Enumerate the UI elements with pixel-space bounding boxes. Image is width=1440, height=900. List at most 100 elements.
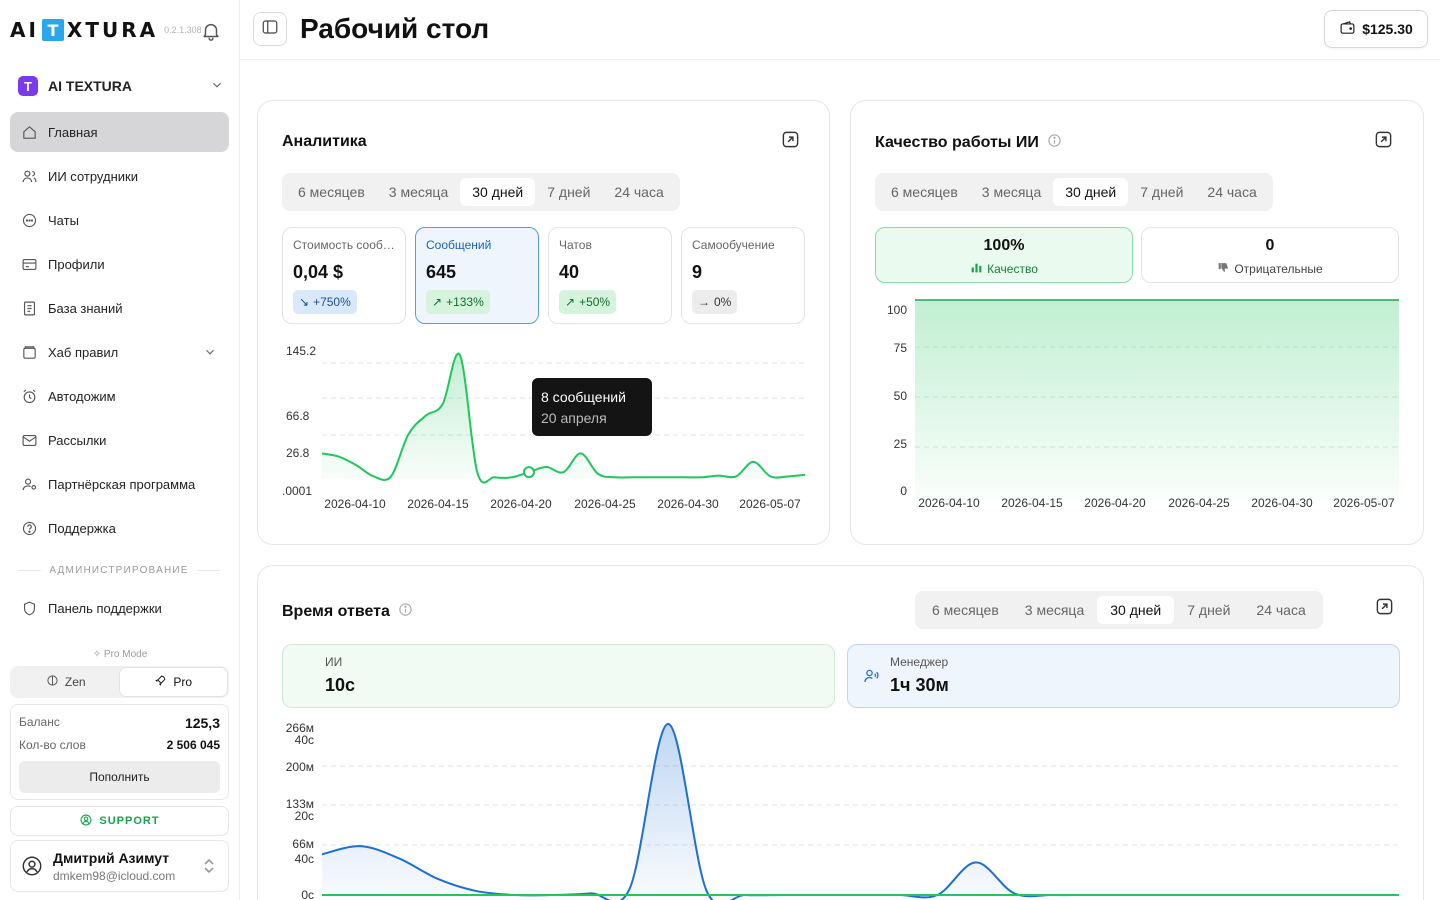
stat-value: 40 — [559, 262, 580, 282]
period-tabs: 6 месяцев 3 месяца 30 дней 7 дней 24 час… — [875, 173, 1273, 211]
workspace-switcher[interactable]: T AI TEXTURA — [18, 76, 224, 96]
pro-mode-label: ✧ Pro Mode — [92, 649, 148, 660]
tab-30-days[interactable]: 30 дней — [1097, 596, 1175, 624]
analytics-title: Аналитика — [282, 133, 367, 150]
tab-7-days[interactable]: 7 дней — [547, 184, 591, 200]
stat-label: Сообщений — [426, 238, 492, 252]
expand-button[interactable] — [1374, 597, 1394, 621]
stat-label: Чатов — [559, 238, 592, 252]
tab-6-months[interactable]: 6 месяцев — [891, 184, 958, 200]
stat-card-chats[interactable]: Чатов 40 ↗ +50% — [548, 227, 672, 324]
stat-card-cost[interactable]: Стоимость сообщений 0,04 $ ↘+750% — [282, 227, 406, 324]
ai-response-value: 10с — [325, 675, 356, 695]
help-icon — [20, 519, 38, 537]
tab-6-months[interactable]: 6 месяцев — [298, 184, 365, 200]
support-button[interactable]: SUPPORT — [10, 806, 229, 836]
expand-icon — [1375, 597, 1394, 621]
manager-response-label: Менеджер — [890, 655, 949, 669]
quality-good-box[interactable]: 100% Качество — [875, 227, 1133, 283]
response-time-chart[interactable]: 266м 200м 133м 66м 0с 40с 20с 40с — [258, 718, 1423, 900]
sidebar-item-label: Главная — [48, 124, 98, 140]
mode-switch: Zen Pro — [10, 666, 229, 698]
info-icon[interactable] — [1047, 133, 1062, 153]
expand-button[interactable] — [780, 131, 800, 152]
user-menu[interactable]: Дмитрий Азимут dmkem98@icloud.com — [10, 840, 229, 892]
quality-value: 100% — [983, 237, 1025, 254]
profile-card-icon — [20, 255, 38, 273]
sidebar-toggle-button[interactable] — [253, 12, 287, 46]
tooltip-value: 8 сообщений — [541, 389, 626, 405]
sidebar-item-rules-hub[interactable]: Хаб правил — [10, 332, 229, 372]
y-tick-label: 25 — [894, 437, 908, 451]
quality-negative-box[interactable]: 0 Отрицательные — [1141, 227, 1399, 283]
tab-7-days[interactable]: 7 дней — [1187, 602, 1231, 618]
app-version: 0.2.1.308 — [164, 25, 202, 35]
tab-7-days[interactable]: 7 дней — [1140, 184, 1184, 200]
messages-chart[interactable]: 145.2 66.8 26.8 .0001 2026-04-10 2026-04-15 20… — [258, 331, 829, 521]
info-icon[interactable] — [398, 602, 413, 622]
x-tick-label: 2026-04-10 — [324, 497, 386, 511]
series-line — [321, 722, 1399, 900]
sidebar-item-partner-program[interactable]: Партнёрская программа — [10, 464, 229, 504]
sidebar-item-ai-employees[interactable]: ИИ сотрудники — [10, 156, 229, 196]
y-tick-label: 75 — [894, 341, 908, 355]
mode-pro-button[interactable]: Pro — [119, 668, 227, 696]
sparkle-icon: ✧ — [92, 649, 104, 660]
brand-wordmark: AI T XTURA — [10, 18, 159, 42]
ai-response-box[interactable]: ИИ 10с — [282, 644, 835, 708]
tab-6-months[interactable]: 6 месяцев — [932, 602, 999, 618]
y-tick-label: 133м — [286, 797, 314, 811]
mail-icon — [20, 431, 38, 449]
stat-card-messages[interactable]: Сообщений 645 ↗ +133% — [415, 227, 539, 324]
sidebar-item-knowledge-base[interactable]: База знаний — [10, 288, 229, 328]
topup-button[interactable]: Пополнить — [19, 761, 220, 793]
bell-icon[interactable] — [200, 20, 222, 42]
leaf-icon — [46, 674, 59, 690]
bar-chart-icon — [970, 261, 983, 277]
quality-card: Качество работы ИИ 6 месяцев 3 месяца 30… — [850, 100, 1424, 545]
tab-3-months[interactable]: 3 месяца — [981, 184, 1042, 200]
y-tick-label: 0 — [900, 484, 907, 498]
period-tabs: 6 месяцев 3 месяца 30 дней 7 дней 24 час… — [282, 173, 680, 211]
avatar — [21, 855, 43, 882]
y-tick-label: .0001 — [282, 484, 312, 498]
y-tick-label: 40с — [295, 733, 314, 747]
negative-label: Отрицательные — [1234, 262, 1323, 276]
sidebar-item-label: База знаний — [48, 300, 123, 316]
mode-zen-button[interactable]: Zen — [12, 668, 120, 696]
period-tabs: 6 месяцев 3 месяца 30 дней 7 дней 24 час… — [915, 591, 1323, 629]
tab-24-hours[interactable]: 24 часа — [1256, 602, 1306, 618]
sidebar-item-label: Партнёрская программа — [48, 476, 196, 492]
tab-30-days[interactable]: 30 дней — [460, 178, 536, 206]
tab-24-hours[interactable]: 24 часа — [1207, 184, 1257, 200]
tab-3-months[interactable]: 3 месяца — [1024, 602, 1085, 618]
sidebar-item-auto-followup[interactable]: Автодожим — [10, 376, 229, 416]
stat-value: 0,04 $ — [293, 262, 344, 282]
sidebar-item-home[interactable]: Главная — [10, 112, 229, 152]
brand-logo[interactable]: AI T XTURA 0.2.1.308 — [10, 16, 202, 44]
quality-title: Качество работы ИИ — [875, 133, 1062, 153]
sidebar-item-profiles[interactable]: Профили — [10, 244, 229, 284]
sidebar-item-support[interactable]: Поддержка — [10, 508, 229, 548]
tab-3-months[interactable]: 3 месяца — [388, 184, 449, 200]
x-tick-label: 2026-04-30 — [657, 497, 719, 511]
balance-card: Баланс 125,3 Кол-во слов 2 506 045 Попол… — [10, 704, 229, 800]
sidebar-item-mailings[interactable]: Рассылки — [10, 420, 229, 460]
x-tick-label: 2026-04-15 — [407, 497, 469, 511]
expand-button[interactable] — [1373, 131, 1393, 152]
admin-section-label: АДМИНИСТРИРОВАНИЕ — [18, 565, 220, 576]
stat-label: Стоимость сообщений — [293, 238, 397, 252]
stat-card-self-learning[interactable]: Самообучение 9 → 0% — [681, 227, 805, 324]
tab-24-hours[interactable]: 24 часа — [614, 184, 664, 200]
series-area — [915, 300, 1399, 500]
manager-response-box[interactable]: Менеджер 1ч 30м — [847, 644, 1400, 708]
sidebar-item-support-panel[interactable]: Панель поддержки — [10, 588, 229, 628]
wallet-button[interactable]: $125.30 — [1324, 10, 1428, 48]
tab-30-days[interactable]: 30 дней — [1053, 178, 1129, 206]
x-tick-label: 2026-04-20 — [490, 497, 552, 511]
stat-value: 645 — [426, 262, 457, 282]
sidebar-item-chats[interactable]: Чаты — [10, 200, 229, 240]
shield-icon — [20, 599, 38, 617]
series-line — [321, 352, 806, 484]
